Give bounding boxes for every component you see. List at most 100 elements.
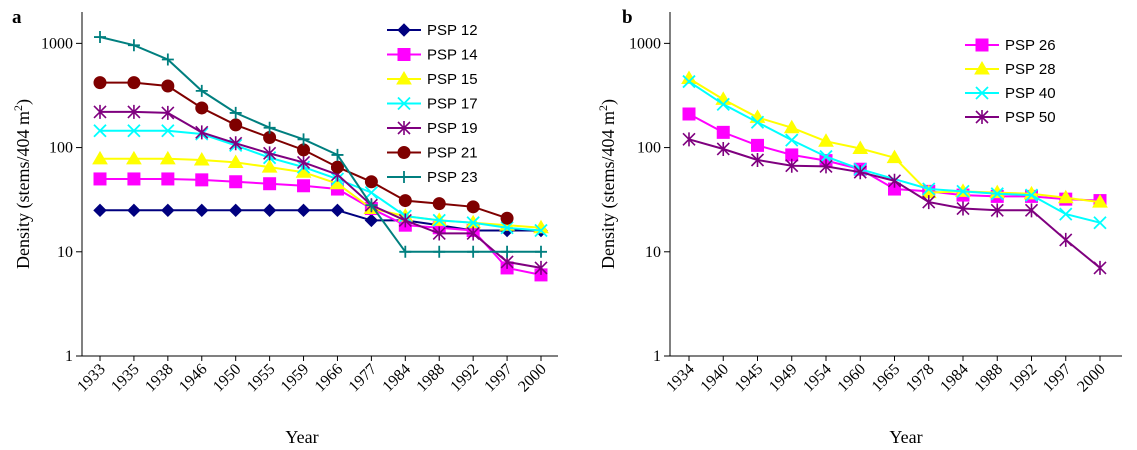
data-point-star: [819, 159, 833, 174]
data-point-x: [93, 124, 107, 138]
data-point-x: [432, 213, 446, 228]
data-point-diamond: [262, 203, 277, 218]
data-point-triangle: [1057, 189, 1074, 204]
data-point-diamond: [195, 203, 209, 218]
y-tick-label: 100: [637, 140, 661, 157]
data-point-star: [785, 158, 799, 173]
series-psp-21: [93, 76, 514, 225]
x-tick-label: 1997: [1040, 361, 1075, 396]
data-point-x: [161, 124, 175, 138]
x-tick-label: 1949: [766, 361, 801, 396]
panel-b-y-ticks: 1 10 100 1000: [629, 35, 670, 365]
x-tick-label: 1934: [663, 361, 698, 396]
data-point-square: [716, 125, 730, 139]
data-point-plus: [467, 245, 480, 258]
data-point-diamond: [330, 203, 345, 218]
data-point-square: [297, 179, 311, 193]
legend-item: PSP 17: [387, 96, 478, 113]
legend-label: PSP 28: [1005, 61, 1056, 78]
series-psp-23: [94, 31, 547, 258]
panel-b-x-ticks: 1934 1940 1945 1949 1954 1960 1965 1978 1984 1988…: [663, 356, 1109, 395]
legend-item: PSP 19: [387, 120, 478, 137]
x-tick-label: 1992: [447, 361, 482, 396]
legend-marker: [397, 96, 411, 111]
data-point-star: [534, 260, 548, 275]
x-tick-label: 1966: [312, 361, 347, 396]
data-point-star: [466, 226, 480, 241]
legend-item: PSP 15: [387, 71, 478, 88]
data-point-triangle: [261, 159, 278, 173]
series-psp-15: [92, 150, 549, 234]
x-tick-label: 1935: [108, 361, 143, 396]
data-point-x: [956, 184, 970, 199]
data-point-plus: [297, 133, 310, 146]
data-point-circle: [93, 76, 107, 90]
x-tick-label: 1992: [1006, 361, 1041, 396]
data-point-triangle: [783, 119, 800, 134]
data-point-square: [751, 138, 764, 152]
data-point-diamond: [161, 203, 175, 218]
data-point-square: [127, 172, 141, 186]
x-tick-label: 1946: [176, 361, 211, 396]
legend-label: PSP 12: [427, 22, 478, 39]
x-tick-label: 1965: [869, 361, 904, 396]
y-tick-label: 10: [645, 244, 661, 261]
data-point-square: [195, 173, 209, 187]
data-point-plus: [331, 148, 344, 161]
legend-marker: [397, 146, 411, 159]
data-point-plus: [127, 39, 140, 52]
series-line: [100, 110, 542, 269]
panel-a-y-axis-title-tail: ): [13, 99, 34, 105]
data-point-star: [956, 201, 970, 216]
data-point-plus: [399, 245, 412, 258]
legend-marker: [397, 121, 411, 135]
panel-b-y-axis-title-main: Density (stems/404 m: [598, 111, 619, 269]
data-point-square: [263, 177, 277, 191]
panel-a-x-ticks: 1933 1935 1938 1946 1950 1955 1959 1966 1977 1984…: [74, 356, 550, 395]
y-tick-label: 100: [49, 140, 73, 157]
x-tick-label: 1960: [834, 361, 869, 396]
data-point-plus: [94, 31, 106, 44]
data-point-star: [1059, 232, 1073, 247]
data-point-triangle: [126, 150, 142, 165]
panel-a-y-axis-title-sup: 2: [11, 105, 25, 111]
data-point-triangle: [193, 152, 210, 166]
x-tick-label: 1938: [142, 361, 177, 396]
x-tick-label: 1945: [732, 361, 767, 396]
data-point-circle: [297, 143, 311, 157]
data-point-circle: [364, 175, 378, 189]
x-tick-label: 1950: [210, 361, 245, 396]
legend-marker: [975, 110, 989, 124]
data-point-star: [682, 132, 696, 147]
data-point-circle: [229, 118, 243, 132]
legend-label: PSP 17: [427, 96, 478, 113]
panel-b-x-axis-title: Year: [889, 427, 922, 447]
legend-marker: [397, 48, 411, 61]
data-point-x: [922, 182, 936, 196]
legend-label: PSP 40: [1005, 85, 1056, 102]
panel-b-y-axis-title-sup: 2: [596, 105, 610, 111]
data-point-star: [229, 136, 243, 151]
legend-label: PSP 19: [427, 120, 478, 137]
data-point-circle: [432, 197, 446, 211]
panel-a-label: a: [12, 7, 22, 28]
legend-item: PSP 12: [387, 22, 478, 39]
panel-b-chart: b 1 10 100 1000 1934 1940 1945 1949 1954 1960 196…: [596, 7, 1122, 447]
data-point-star: [432, 226, 446, 241]
x-tick-label: 1988: [971, 361, 1006, 396]
legend-marker: [975, 38, 989, 52]
data-point-triangle: [1092, 194, 1108, 208]
legend-item: PSP 23: [387, 169, 478, 186]
x-tick-label: 2000: [1074, 361, 1109, 396]
panel-b-y-axis-title: Density (stems/404 m2): [596, 99, 619, 269]
data-point-triangle: [852, 140, 869, 154]
x-tick-label: 1997: [481, 361, 516, 396]
data-point-star: [398, 213, 412, 228]
data-point-star: [1024, 203, 1039, 218]
y-tick-label: 1000: [629, 35, 661, 52]
x-tick-label: 1977: [346, 361, 381, 396]
data-point-square: [161, 172, 175, 186]
data-point-diamond: [364, 213, 379, 228]
data-point-star: [127, 104, 141, 119]
data-point-circle: [466, 200, 480, 214]
